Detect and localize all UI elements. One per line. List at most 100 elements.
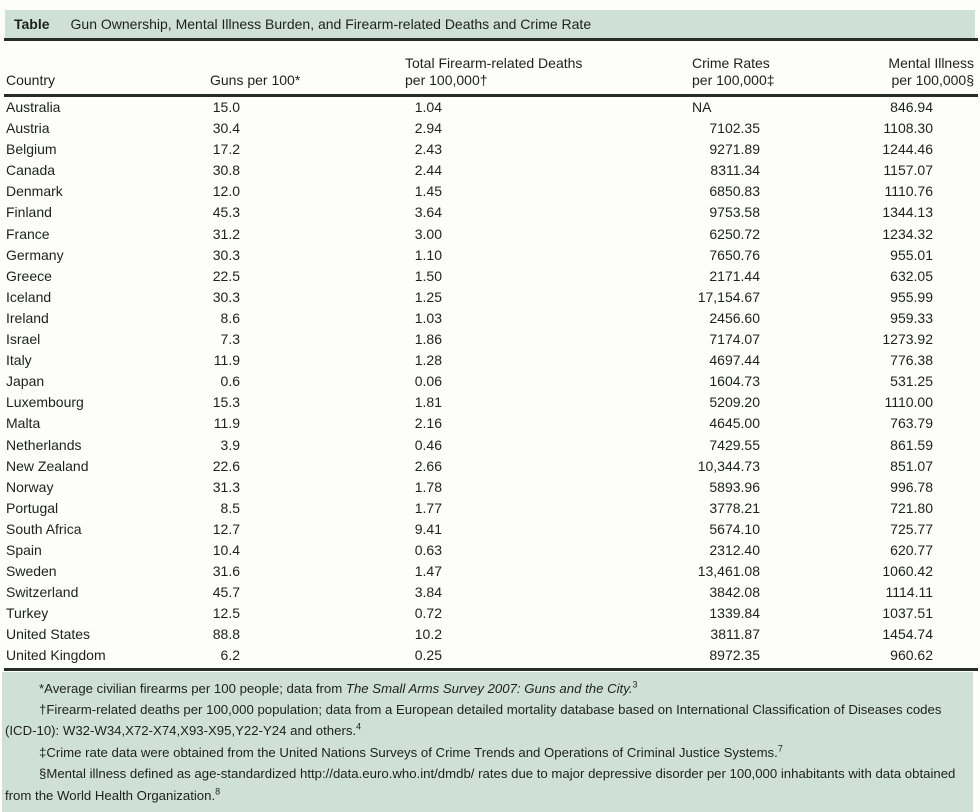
cell-deaths: 2.44 [414, 162, 442, 179]
table-row: Turkey 12.5 0.72 1339.84 1037.51 [4, 603, 978, 624]
cell-country: Turkey [6, 605, 49, 622]
table-row: Denmark 12.0 1.45 6850.83 1110.76 [4, 181, 978, 202]
cell-deaths: 1.86 [414, 331, 442, 348]
table-title: Gun Ownership, Mental Illness Burden, an… [70, 16, 592, 32]
cell-guns: 17.2 [212, 141, 240, 158]
cell-guns: 12.0 [212, 183, 240, 200]
cell-mental: 1454.74 [882, 626, 933, 643]
cell-guns: 31.3 [212, 478, 240, 495]
cell-deaths: 0.63 [414, 541, 442, 558]
cell-guns: 22.5 [212, 267, 240, 284]
table-row: Ireland 8.6 1.03 2456.60 959.33 [4, 308, 978, 329]
table-header: Country Guns per 100* Total Firearm-relate… [4, 41, 978, 97]
cell-crime: 17,154.67 [697, 288, 760, 305]
cell-guns: 30.3 [212, 288, 240, 305]
cell-mental: 1060.42 [882, 563, 933, 580]
table-row: Australia 15.0 1.04 NA 846.94 [4, 96, 978, 119]
cell-country: Luxembourg [6, 394, 84, 411]
cell-deaths: 9.41 [414, 520, 442, 537]
cell-country: South Africa [6, 520, 82, 537]
cell-country: United Kingdom [6, 647, 106, 664]
cell-crime: 5893.96 [709, 478, 760, 495]
cell-deaths: 1.28 [414, 352, 442, 369]
column-header-guns: Guns per 100* [200, 41, 395, 97]
cell-country: Denmark [6, 183, 63, 200]
table-row: Belgium 17.2 2.43 9271.89 1244.46 [4, 139, 978, 160]
cell-guns: 45.7 [212, 584, 240, 601]
cell-crime: NA [692, 99, 712, 115]
table-label: Table [14, 16, 50, 32]
cell-crime: 3778.21 [709, 499, 760, 516]
cell-guns: 0.6 [220, 373, 240, 390]
cell-mental: 1234.32 [882, 225, 933, 242]
cell-mental: 1110.76 [884, 183, 933, 200]
cell-deaths: 2.43 [414, 141, 442, 158]
cell-country: Germany [6, 246, 64, 263]
cell-crime: 6850.83 [709, 183, 760, 200]
cell-crime: 4645.00 [709, 415, 760, 432]
cell-mental: 1037.51 [882, 605, 933, 622]
table-body: Australia 15.0 1.04 NA 846.94 Austria 30.4 2.94… [4, 96, 978, 667]
table-row: Canada 30.8 2.44 8311.34 1157.07 [4, 160, 978, 181]
cell-country: Japan [6, 373, 45, 390]
cell-deaths: 1.81 [414, 394, 442, 411]
cell-guns: 30.4 [212, 120, 240, 137]
cell-crime: 9271.89 [709, 141, 760, 158]
table-row: Iceland 30.3 1.25 17,154.67 955.99 [4, 287, 978, 308]
cell-guns: 8.5 [220, 499, 240, 516]
table-row: Germany 30.3 1.10 7650.76 955.01 [4, 245, 978, 266]
column-header-country: Country [4, 41, 200, 97]
cell-mental: 996.78 [890, 478, 933, 495]
cell-deaths: 2.66 [414, 457, 442, 474]
table-row: South Africa 12.7 9.41 5674.10 725.77 [4, 519, 978, 540]
bottom-rule-divider [4, 667, 978, 671]
cell-country: United States [6, 626, 91, 643]
cell-country: Finland [6, 204, 52, 221]
footnote: §Mental illness defined as age-standardi… [5, 766, 956, 803]
cell-guns: 31.6 [212, 563, 240, 580]
cell-mental: 955.99 [890, 288, 933, 305]
cell-crime: 7174.07 [709, 331, 760, 348]
cell-crime: 3811.87 [710, 626, 760, 643]
cell-crime: 2171.44 [709, 267, 760, 284]
cell-country: Greece [6, 267, 52, 284]
cell-country: New Zealand [6, 457, 89, 474]
cell-country: Portugal [6, 499, 59, 516]
cell-mental: 1273.92 [882, 331, 933, 348]
table-row: Portugal 8.5 1.77 3778.21 721.80 [4, 498, 978, 519]
table-row: Italy 11.9 1.28 4697.44 776.38 [4, 350, 978, 371]
cell-guns: 31.2 [212, 225, 240, 242]
cell-mental: 531.25 [890, 373, 933, 390]
cell-country: Sweden [6, 563, 57, 580]
cell-deaths: 0.46 [414, 436, 442, 453]
footnote: †Firearm-related deaths per 100,000 popu… [5, 701, 942, 739]
table-row: Israel 7.3 1.86 7174.07 1273.92 [4, 329, 978, 350]
cell-guns: 88.8 [212, 626, 240, 643]
cell-mental: 861.59 [890, 436, 933, 453]
cell-mental: 1108.30 [883, 120, 933, 137]
table-row: United Kingdom 6.2 0.25 8972.35 960.62 [4, 645, 978, 666]
top-rule-divider [4, 38, 978, 41]
cell-crime: 8311.34 [710, 162, 760, 179]
cell-country: Italy [6, 352, 32, 369]
cell-guns: 6.2 [220, 647, 240, 664]
cell-crime: 1604.73 [709, 373, 760, 390]
cell-crime: 5674.10 [709, 520, 760, 537]
cell-deaths: 0.06 [414, 373, 442, 390]
cell-deaths: 1.78 [414, 478, 442, 495]
cell-crime: 7650.76 [709, 246, 760, 263]
cell-country: France [6, 225, 50, 242]
footnote: *Average civilian firearms per 100 peopl… [39, 679, 638, 696]
cell-mental: 1114.11 [885, 584, 934, 601]
cell-crime: 7102.35 [709, 120, 760, 137]
cell-mental: 763.79 [890, 415, 933, 432]
cell-mental: 620.77 [890, 541, 933, 558]
cell-deaths: 3.84 [414, 584, 442, 601]
cell-deaths: 3.00 [414, 225, 442, 242]
cell-guns: 10.4 [212, 541, 240, 558]
cell-deaths: 2.16 [414, 415, 442, 432]
cell-guns: 15.3 [212, 394, 240, 411]
cell-crime: 13,461.08 [697, 563, 760, 580]
table-row: Finland 45.3 3.64 9753.58 1344.13 [4, 202, 978, 223]
table-row: France 31.2 3.00 6250.72 1234.32 [4, 224, 978, 245]
